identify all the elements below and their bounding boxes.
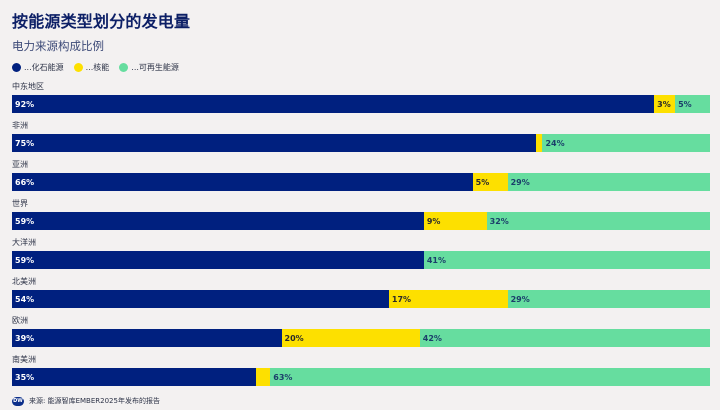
data-label: 20% <box>284 333 304 343</box>
bar-segment-fossil: 75% <box>12 134 536 152</box>
category-label: 南美洲 <box>12 355 36 364</box>
legend-swatch-nuclear <box>73 63 83 72</box>
legend: ...化石能源 ...核能 ...可再生能源 <box>12 62 179 73</box>
bar-row: 非洲 75% 24% <box>12 119 710 158</box>
bar-segment-fossil: 92% <box>12 95 655 113</box>
bar-segment-fossil: 39% <box>12 329 282 347</box>
data-label: 92% <box>15 99 35 109</box>
data-label: 5% <box>475 177 490 187</box>
bar-row: 北美洲 54% 17% 29% <box>12 275 710 314</box>
bar-segment-fossil: 54% <box>12 290 389 308</box>
bar-segment-renewable: 24% <box>542 134 710 152</box>
stacked-bar: 75% 24% <box>12 134 710 152</box>
footer: DW 来源: 能源智库EMBER2025年发布的报告 <box>12 396 160 406</box>
bar-row: 中东地区 92% 3% 5% <box>12 80 710 119</box>
legend-swatch-renewable <box>119 63 129 72</box>
data-label: 29% <box>510 177 530 187</box>
bar-segment-nuclear: 3% <box>654 95 676 113</box>
bar-segment-renewable: 32% <box>486 212 710 230</box>
stacked-bar: 54% 17% 29% <box>12 290 710 308</box>
data-label: 75% <box>15 138 35 148</box>
data-label: 39% <box>15 333 35 343</box>
legend-label-nuclear: ...核能 <box>85 63 110 72</box>
category-label: 大洋洲 <box>12 238 36 247</box>
bar-chart: 中东地区 92% 3% 5% 非洲 75% 24% 亚洲 66% 5% 29% 世界 59% 9% 32% 大… <box>12 80 711 392</box>
data-label: 35% <box>15 372 35 382</box>
bar-row: 世界 59% 9% 32% <box>12 197 710 236</box>
bar-segment-renewable: 41% <box>423 251 710 269</box>
legend-item-fossil: ...化石能源 <box>12 62 64 73</box>
bar-segment-renewable: 29% <box>507 290 710 308</box>
data-label: 59% <box>15 216 35 226</box>
bar-row: 南美洲 35% 63% <box>12 353 710 392</box>
data-label: 3% <box>657 99 671 109</box>
data-label: 24% <box>545 138 565 148</box>
data-label: 63% <box>273 372 293 382</box>
category-label: 中东地区 <box>12 82 44 91</box>
bar-segment-fossil: 59% <box>12 251 424 269</box>
bar-segment-fossil: 35% <box>12 368 257 386</box>
data-label: 29% <box>510 294 530 304</box>
category-label: 世界 <box>12 199 28 208</box>
bar-segment-renewable: 63% <box>270 368 710 386</box>
bar-row: 欧洲 39% 20% 42% <box>12 314 711 353</box>
bar-segment-nuclear: 5% <box>472 173 508 191</box>
stacked-bar: 92% 3% 5% <box>12 95 710 113</box>
bar-segment-nuclear <box>535 134 543 152</box>
bar-row: 亚洲 66% 5% 29% <box>12 158 710 197</box>
legend-label-renewable: ...可再生能源 <box>131 63 179 72</box>
bar-segment-nuclear: 20% <box>281 329 420 347</box>
data-label: 17% <box>391 294 412 304</box>
legend-label-fossil: ...化石能源 <box>24 63 64 72</box>
data-label: 5% <box>678 99 692 109</box>
dw-logo-icon: DW <box>12 396 24 406</box>
category-label: 北美洲 <box>12 277 36 286</box>
chart-title: 按能源类型划分的发电量 <box>12 12 191 31</box>
data-label: 41% <box>426 255 446 265</box>
data-label: 59% <box>15 255 35 265</box>
bar-segment-nuclear <box>256 368 271 386</box>
stacked-bar: 66% 5% 29% <box>12 173 710 191</box>
legend-item-nuclear: ...核能 <box>73 62 110 73</box>
category-label: 非洲 <box>12 121 28 130</box>
data-label: 42% <box>422 333 442 343</box>
data-label: 66% <box>15 177 35 187</box>
stacked-bar: 39% 20% 42% <box>12 329 711 347</box>
legend-item-renewable: ...可再生能源 <box>119 62 179 73</box>
legend-swatch-fossil <box>12 63 21 72</box>
bar-segment-fossil: 66% <box>12 173 473 191</box>
stacked-bar: 35% 63% <box>12 368 710 386</box>
bar-segment-nuclear: 9% <box>423 212 487 230</box>
data-label: 32% <box>489 216 509 226</box>
bar-segment-renewable: 42% <box>419 329 711 347</box>
bar-segment-fossil: 59% <box>12 212 424 230</box>
category-label: 亚洲 <box>12 160 28 169</box>
chart-subtitle: 电力来源构成比例 <box>12 39 104 53</box>
bar-segment-renewable: 5% <box>675 95 710 113</box>
source-note: 来源: 能源智库EMBER2025年发布的报告 <box>29 397 160 405</box>
data-label: 9% <box>426 216 441 226</box>
stacked-bar: 59% 9% 32% <box>12 212 710 230</box>
bar-segment-nuclear: 17% <box>388 290 508 308</box>
bar-segment-renewable: 29% <box>507 173 710 191</box>
stacked-bar: 59% 41% <box>12 251 710 269</box>
category-label: 欧洲 <box>12 316 28 325</box>
bar-row: 大洋洲 59% 41% <box>12 236 710 275</box>
data-label: 54% <box>15 294 35 304</box>
